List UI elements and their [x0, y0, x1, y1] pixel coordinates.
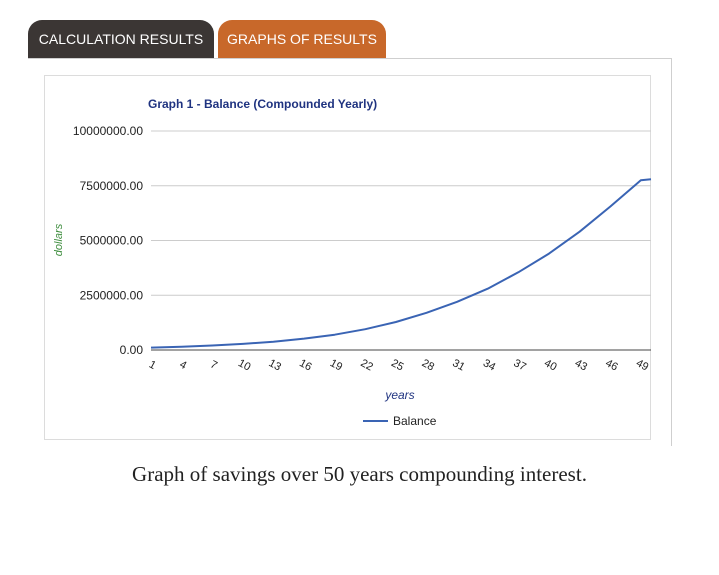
- x-tick-label: 31: [450, 357, 466, 373]
- y-tick-label: 5000000.00: [80, 234, 144, 248]
- x-tick-label: 4: [177, 359, 188, 372]
- y-tick-label: 2500000.00: [80, 288, 144, 302]
- x-tick-label: 13: [267, 357, 283, 373]
- x-tick-label: 28: [420, 357, 436, 373]
- grid-lines: [151, 130, 651, 296]
- x-tick-label: 16: [297, 357, 313, 373]
- series-line-balance: [150, 178, 652, 349]
- tab-graphs-of-results[interactable]: GRAPHS OF RESULTS: [218, 20, 386, 58]
- x-tick-label: 22: [358, 357, 374, 373]
- x-tick-label: 37: [512, 357, 528, 373]
- y-tick-label: 10000000.00: [73, 124, 143, 138]
- chart-caption: Graph of savings over 50 years compoundi…: [132, 462, 587, 486]
- chart-title: Graph 1 - Balance (Compounded Yearly): [148, 97, 377, 111]
- tab-calculation-results[interactable]: CALCULATION RESULTS: [28, 20, 214, 58]
- x-tick-label: 1: [147, 359, 158, 372]
- x-tick-label: 40: [542, 357, 558, 373]
- x-tick-labels: 1 4 7 10 13 16 19 22 25 28 31 34 37 40 43 46 49: [147, 357, 651, 373]
- balance-chart: 0.00 2500000.00 5000000.00 7500000.00 100000…: [53, 97, 652, 428]
- x-tick-label: 19: [328, 357, 344, 373]
- tab-bar: CALCULATION RESULTS GRAPHS OF RESULTS: [28, 20, 388, 58]
- x-tick-label: 49: [634, 357, 650, 373]
- x-tick-label: 34: [481, 357, 497, 373]
- x-tick-label: 25: [389, 357, 405, 373]
- legend-label-balance: Balance: [393, 414, 437, 428]
- x-tick-label: 43: [573, 357, 589, 373]
- y-axis-label: dollars: [53, 223, 65, 256]
- x-tick-label: 46: [603, 357, 619, 373]
- x-axis-label: years: [384, 388, 414, 402]
- chart-container: 0.00 2500000.00 5000000.00 7500000.00 100000…: [44, 75, 652, 440]
- y-tick-label: 0.00: [120, 343, 144, 357]
- x-tick-label: 7: [208, 359, 219, 372]
- y-tick-label: 7500000.00: [80, 179, 144, 193]
- legend: Balance: [363, 414, 437, 428]
- x-tick-label: 10: [236, 357, 252, 373]
- y-tick-labels: 0.00 2500000.00 5000000.00 7500000.00 100000…: [73, 124, 143, 357]
- series-layer: [150, 178, 652, 349]
